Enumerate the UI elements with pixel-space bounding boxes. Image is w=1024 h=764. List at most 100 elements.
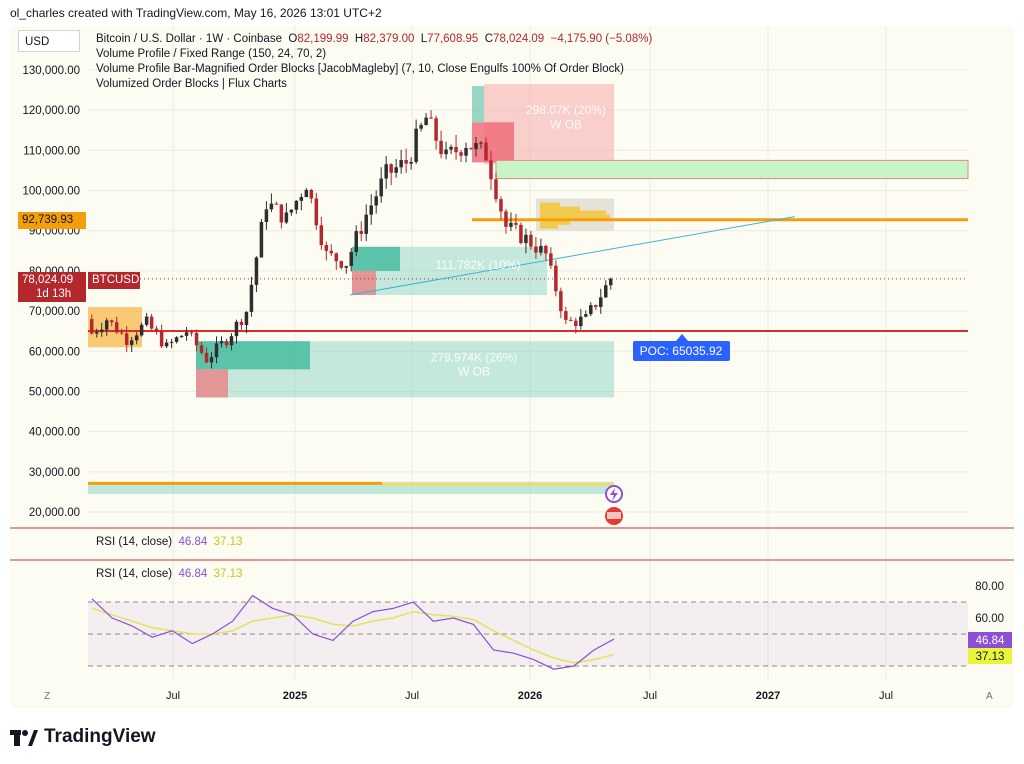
candle-body [419,125,423,129]
candle-body [564,311,568,320]
candle-body [179,335,184,338]
candle-body [139,324,144,336]
candle-body [134,335,139,341]
close-value: 78,024.09 [493,33,545,45]
ob-zone-middle-core [352,246,400,271]
candle-body [609,278,613,286]
x-tick-label: Jul [166,690,180,702]
candle-body [99,329,104,333]
candle-body [379,178,383,197]
x-tick-label: 2027 [756,690,780,702]
indicator-order-blocks[interactable]: Volume Profile Bar-Magnified Order Block… [96,63,624,75]
indicator-flux-charts[interactable]: Volumized Order Blocks | Flux Charts [96,78,287,90]
candle-body [269,203,274,210]
y-tick-label: 60,000.00 [29,346,80,358]
candle-body [454,146,458,153]
candle-body [589,305,593,315]
rsi-ma-line [91,607,615,664]
ob-upper-sublabel: W OB [550,117,582,131]
candle-body [129,340,134,345]
candle-body [579,316,583,327]
candle-body [414,128,418,162]
ob-zone-upper-core [472,122,514,163]
candle-body [529,234,533,247]
candle-body [219,341,224,344]
bottom-yellow-stripe [382,483,614,487]
x-tick-label: 2026 [518,690,542,702]
candle-body [544,245,548,254]
candle-body [169,341,174,343]
candle-body [199,345,204,353]
candle-body [399,160,403,168]
indicator-volume-profile[interactable]: Volume Profile / Fixed Range (150, 24, 7… [96,48,327,60]
candle-body [364,214,368,234]
close-label: C [484,33,494,45]
poc-label-box [633,341,730,361]
candle-body [90,319,94,334]
candle-body [229,336,234,346]
candle-body [499,199,503,212]
rsi-label-2: RSI (14, close) [96,568,173,580]
brand-name: TradingView [44,726,156,747]
candle-body [344,266,349,268]
candle-body [334,253,339,262]
candle-body [439,140,443,155]
candle-body [114,322,119,333]
candle-body [429,117,433,119]
ob-zone-lower-pink [196,369,228,398]
chart-legend: Bitcoin / U.S. Dollar · 1W · Coinbase O8… [96,32,652,92]
x-tick-label: Jul [879,690,893,702]
candle-body [159,331,164,347]
candle-body [214,343,219,358]
rsi-legend-pane: RSI (14, close) 46.84 37.13 [96,568,242,580]
candle-body [479,142,483,144]
y-tick-label: 30,000.00 [29,467,80,479]
candle-body [309,189,314,199]
candle-body [294,200,299,210]
candle-body [554,265,558,292]
y-tick-label: 100,000.00 [22,186,80,198]
rsi-axis-80: 80.00 [975,581,1004,593]
candle-body [604,285,608,298]
ob-upper-label: 298.07K (20%) [526,103,606,117]
candle-body [584,314,588,317]
currency-button[interactable]: USD [18,30,80,52]
candle-body [224,341,229,346]
candle-body [174,337,179,342]
volume-profile-bar [540,214,610,219]
candle-body [539,245,543,253]
y-tick-label: 110,000.00 [23,145,80,157]
rsi-ma-value-2: 37.13 [213,568,243,580]
candle-body [514,222,518,225]
open-label: O [288,33,298,45]
candle-body [594,305,598,307]
candle-body [599,297,603,307]
candle-body [449,146,453,150]
candle-body [274,203,279,205]
poc-label-pointer [676,334,688,341]
zoom-right-button[interactable]: A [986,691,993,702]
candle-body [204,352,209,363]
candle-body [124,333,129,345]
candle-body [299,197,304,201]
zoom-left-button[interactable]: Z [44,691,51,702]
symbol-label: Bitcoin / U.S. Dollar · 1W · Coinbase [96,33,282,45]
candle-body [119,332,124,334]
candle-body [279,204,284,223]
y-tick-label: 50,000.00 [29,386,80,398]
y-tick-label: 70,000.00 [29,306,80,318]
candle-body [519,224,523,244]
y-tick-label: 20,000.00 [29,507,80,519]
x-tick-label: 2025 [283,690,307,702]
candle-body [559,291,563,312]
rsi-value-tag: 46.84 [976,635,1005,647]
candle-body [234,321,239,337]
candle-body [424,117,428,126]
candle-body [94,332,99,334]
tradingview-mark-icon [10,728,38,746]
candle-body [329,250,334,254]
candle-body [104,320,109,330]
candle-body [289,209,294,213]
candle-body [434,118,438,141]
